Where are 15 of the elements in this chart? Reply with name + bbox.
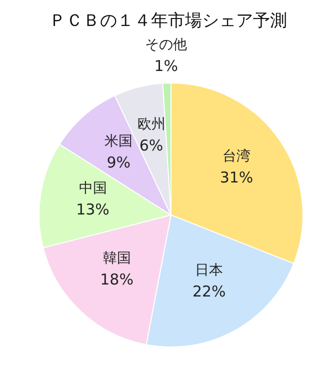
data-label: 6%: [139, 136, 164, 154]
slice-label: 欧州: [137, 116, 166, 132]
slice-label: 台湾: [222, 148, 251, 164]
data-label: 18%: [100, 270, 134, 289]
slice-label: 韓国: [102, 250, 131, 267]
slice-label: 中国: [78, 180, 107, 197]
slice-label: 米国: [104, 134, 133, 150]
data-label: 22%: [192, 282, 226, 300]
slice-label: その他: [145, 37, 188, 54]
chart-title: ＰＣＢの１４年市場シェア予測: [49, 11, 287, 31]
data-label: 13%: [76, 200, 110, 219]
data-label: 31%: [220, 168, 254, 186]
data-label: 1%: [154, 57, 178, 76]
slice-label: 日本: [195, 262, 224, 278]
data-label: 9%: [106, 154, 131, 172]
